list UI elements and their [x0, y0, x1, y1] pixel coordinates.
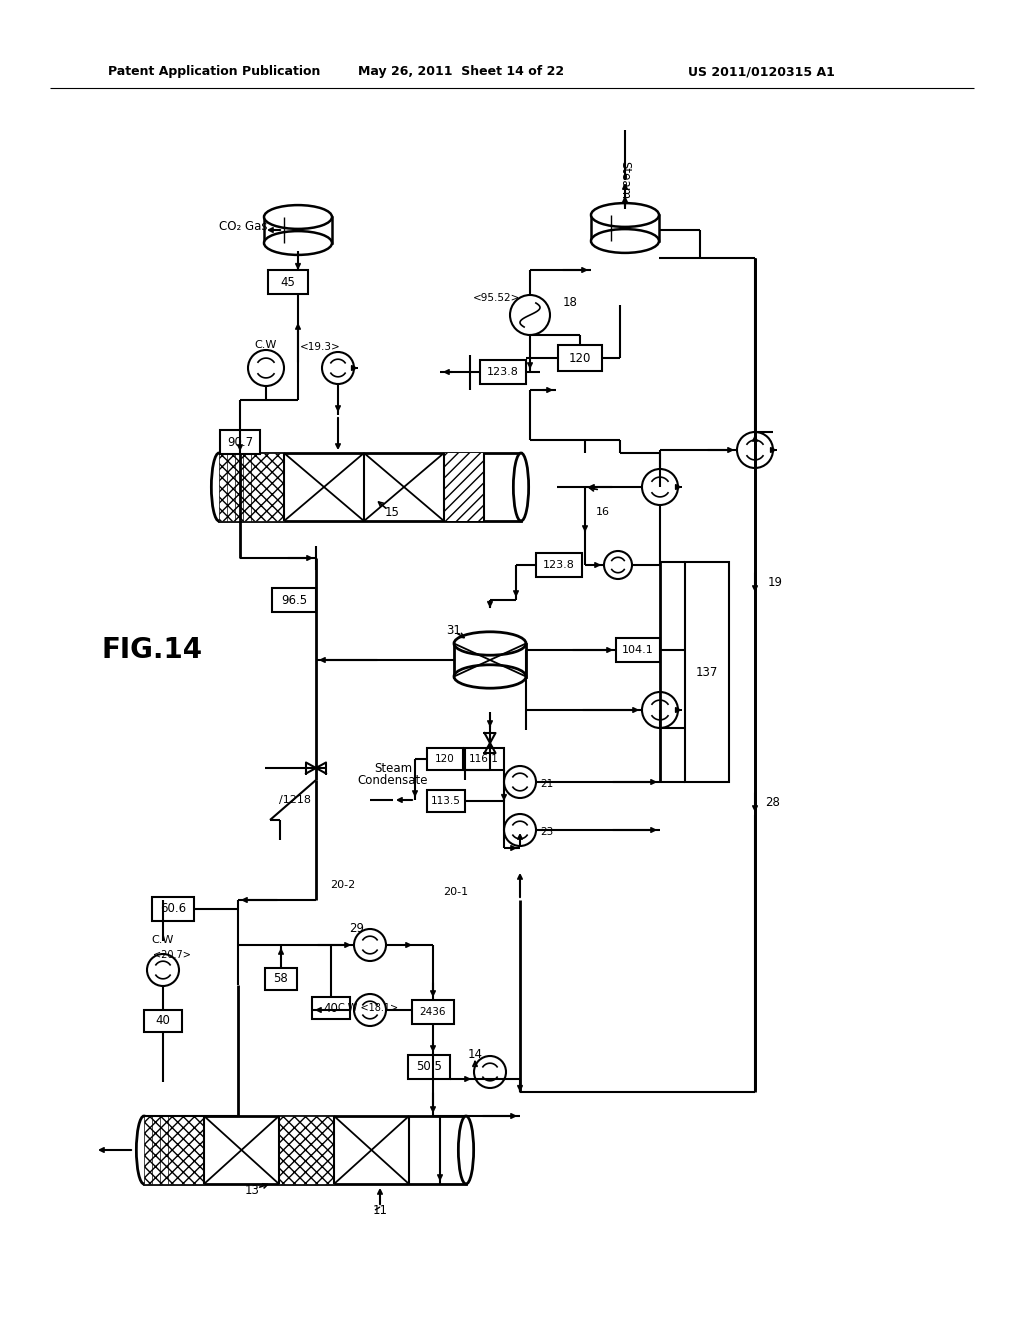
Text: Steam: Steam: [618, 161, 632, 199]
Ellipse shape: [454, 632, 526, 655]
Text: C.W <18.1>: C.W <18.1>: [338, 1003, 398, 1012]
Text: 28: 28: [765, 796, 780, 809]
Text: 137: 137: [696, 665, 718, 678]
Text: 2436: 2436: [420, 1007, 446, 1016]
Bar: [219, 453, 521, 521]
Text: May 26, 2011  Sheet 14 of 22: May 26, 2011 Sheet 14 of 22: [358, 66, 564, 78]
Bar: [144, 1010, 182, 1032]
Bar: [444, 453, 484, 521]
Text: 123.8: 123.8: [487, 367, 519, 378]
Text: 18: 18: [562, 297, 578, 309]
Text: Condensate: Condensate: [357, 774, 428, 787]
Text: 13: 13: [245, 1184, 259, 1196]
Text: US 2011/0120315 A1: US 2011/0120315 A1: [688, 66, 835, 78]
Bar: [616, 638, 660, 663]
Circle shape: [354, 929, 386, 961]
Circle shape: [642, 469, 678, 506]
Text: 123.8: 123.8: [543, 560, 574, 570]
Text: 20-2: 20-2: [330, 880, 355, 890]
Text: 16: 16: [596, 507, 610, 517]
Bar: [279, 1115, 334, 1184]
Ellipse shape: [136, 1115, 152, 1184]
Text: CO₂ Gas: CO₂ Gas: [219, 220, 267, 234]
Ellipse shape: [591, 230, 659, 253]
Text: 90.7: 90.7: [227, 436, 253, 449]
Bar: [152, 898, 194, 921]
Bar: [312, 997, 350, 1019]
Bar: [454, 644, 526, 676]
Bar: [265, 968, 297, 990]
Ellipse shape: [459, 1115, 474, 1184]
Text: C.W: C.W: [255, 341, 278, 350]
Circle shape: [504, 814, 536, 846]
Circle shape: [248, 350, 284, 385]
Ellipse shape: [513, 453, 528, 521]
Text: <95.52>: <95.52>: [473, 293, 520, 304]
Circle shape: [604, 550, 632, 579]
Bar: [144, 1115, 204, 1184]
Bar: [536, 553, 582, 577]
Bar: [408, 1055, 450, 1078]
Text: 113.5: 113.5: [431, 796, 461, 807]
Text: 50.5: 50.5: [416, 1060, 442, 1073]
Text: 31: 31: [446, 623, 462, 636]
Ellipse shape: [591, 203, 659, 227]
Text: 60.6: 60.6: [160, 903, 186, 916]
Bar: [591, 215, 659, 242]
Text: FIG.14: FIG.14: [101, 636, 203, 664]
Text: 20-1: 20-1: [443, 887, 468, 898]
Text: 11: 11: [373, 1204, 387, 1217]
Circle shape: [354, 994, 386, 1026]
Bar: [412, 1001, 454, 1024]
Text: 104.1: 104.1: [623, 645, 654, 655]
Text: 15: 15: [385, 507, 399, 520]
Circle shape: [322, 352, 354, 384]
Bar: [264, 216, 332, 243]
Text: 120: 120: [568, 351, 591, 364]
Text: 120: 120: [435, 754, 455, 764]
Ellipse shape: [211, 453, 226, 521]
Circle shape: [474, 1056, 506, 1088]
Text: 19: 19: [768, 577, 783, 590]
Bar: [144, 1115, 466, 1184]
Bar: [480, 360, 526, 384]
Circle shape: [147, 954, 179, 986]
Circle shape: [642, 692, 678, 729]
Bar: [464, 748, 504, 770]
Circle shape: [510, 294, 550, 335]
Ellipse shape: [454, 665, 526, 688]
Text: /1218: /1218: [279, 795, 311, 805]
Text: Patent Application Publication: Patent Application Publication: [108, 66, 321, 78]
Text: 58: 58: [273, 973, 289, 986]
Circle shape: [737, 432, 773, 469]
Text: 21: 21: [540, 779, 553, 789]
Bar: [268, 271, 308, 294]
Text: 40: 40: [324, 1002, 339, 1015]
Bar: [427, 748, 463, 770]
Bar: [220, 430, 260, 454]
Bar: [219, 453, 284, 521]
Text: <20.7>: <20.7>: [153, 950, 190, 960]
Bar: [685, 562, 729, 781]
Ellipse shape: [264, 205, 332, 228]
Text: 45: 45: [281, 276, 296, 289]
Bar: [558, 345, 602, 371]
Circle shape: [504, 766, 536, 799]
Text: 116.1: 116.1: [469, 754, 499, 764]
Text: 29: 29: [349, 921, 365, 935]
Text: 40: 40: [156, 1015, 170, 1027]
Text: 23: 23: [540, 828, 553, 837]
Text: <19.3>: <19.3>: [300, 342, 340, 352]
Bar: [427, 789, 465, 812]
Text: 14: 14: [468, 1048, 482, 1061]
Text: Steam: Steam: [374, 762, 412, 775]
Bar: [272, 587, 316, 612]
Text: 96.5: 96.5: [281, 594, 307, 606]
Ellipse shape: [264, 231, 332, 255]
Text: C.W: C.W: [152, 935, 174, 945]
